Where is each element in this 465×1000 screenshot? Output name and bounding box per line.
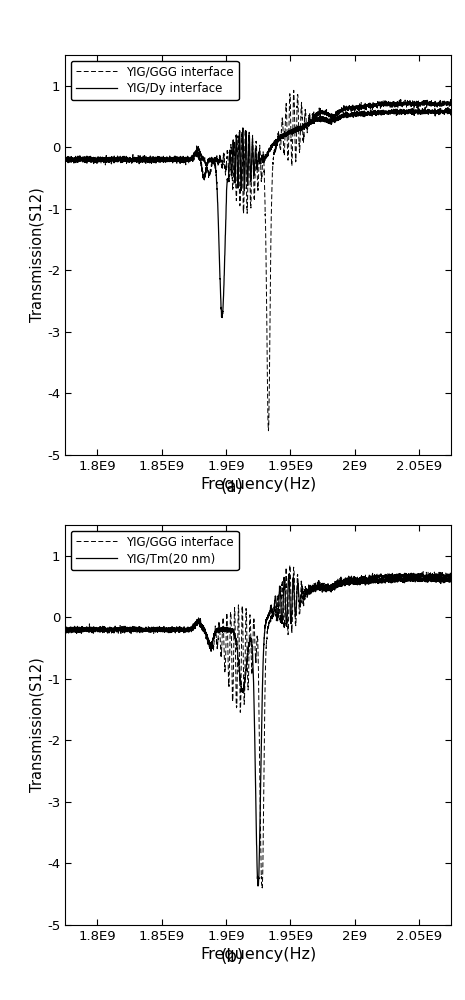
YIG/Tm(20 nm) <box>62 624 68 636</box>
Line: YIG/GGG interface: YIG/GGG interface <box>65 90 451 431</box>
Legend: YIG/GGG interface, YIG/Dy interface: YIG/GGG interface, YIG/Dy interface <box>71 61 239 100</box>
YIG/Dy interface <box>437 105 442 117</box>
YIG/GGG interface <box>448 100 454 112</box>
YIG/GGG interface <box>225 614 230 626</box>
YIG/Dy interface <box>246 147 252 159</box>
YIG/GGG interface <box>343 102 348 114</box>
Line: YIG/GGG interface: YIG/GGG interface <box>65 565 451 888</box>
YIG/GGG interface <box>418 98 423 110</box>
Text: (b): (b) <box>221 948 244 966</box>
YIG/Dy interface <box>225 173 230 185</box>
YIG/Dy interface <box>228 147 233 159</box>
YIG/Tm(20 nm) <box>227 624 233 636</box>
YIG/Dy interface <box>343 110 348 122</box>
YIG/GGG interface <box>287 559 292 571</box>
YIG/Tm(20 nm) <box>255 880 261 892</box>
YIG/Tm(20 nm) <box>225 625 230 637</box>
YIG/GGG interface <box>62 151 68 163</box>
YIG/Dy interface <box>62 154 68 166</box>
YIG/GGG interface <box>291 84 297 96</box>
YIG/GGG interface <box>227 149 233 161</box>
X-axis label: Frequency(Hz): Frequency(Hz) <box>200 477 316 492</box>
YIG/GGG interface <box>62 624 68 636</box>
Text: (a): (a) <box>221 478 244 496</box>
YIG/Dy interface <box>417 104 423 116</box>
YIG/GGG interface <box>418 569 423 581</box>
YIG/GGG interface <box>246 678 251 690</box>
YIG/Tm(20 nm) <box>343 578 348 590</box>
YIG/Dy interface <box>423 101 428 113</box>
YIG/Tm(20 nm) <box>437 574 442 586</box>
YIG/GGG interface <box>259 882 265 894</box>
YIG/GGG interface <box>246 139 251 151</box>
YIG/GGG interface <box>343 574 348 586</box>
YIG/GGG interface <box>448 573 454 585</box>
X-axis label: Frequency(Hz): Frequency(Hz) <box>200 947 316 962</box>
Y-axis label: Transmission(S12): Transmission(S12) <box>29 658 44 792</box>
YIG/Tm(20 nm) <box>246 641 251 653</box>
YIG/GGG interface <box>437 96 442 108</box>
YIG/Dy interface <box>448 105 454 117</box>
YIG/GGG interface <box>225 145 230 157</box>
YIG/GGG interface <box>437 571 442 583</box>
YIG/Tm(20 nm) <box>418 574 423 586</box>
Legend: YIG/GGG interface, YIG/Tm(20 nm): YIG/GGG interface, YIG/Tm(20 nm) <box>71 531 239 570</box>
Line: YIG/Dy interface: YIG/Dy interface <box>65 107 451 318</box>
YIG/Dy interface <box>219 312 225 324</box>
Line: YIG/Tm(20 nm): YIG/Tm(20 nm) <box>65 574 451 886</box>
YIG/GGG interface <box>266 425 271 437</box>
YIG/Tm(20 nm) <box>448 574 454 586</box>
Y-axis label: Transmission(S12): Transmission(S12) <box>29 188 44 322</box>
YIG/GGG interface <box>227 612 233 624</box>
YIG/Tm(20 nm) <box>286 568 292 580</box>
